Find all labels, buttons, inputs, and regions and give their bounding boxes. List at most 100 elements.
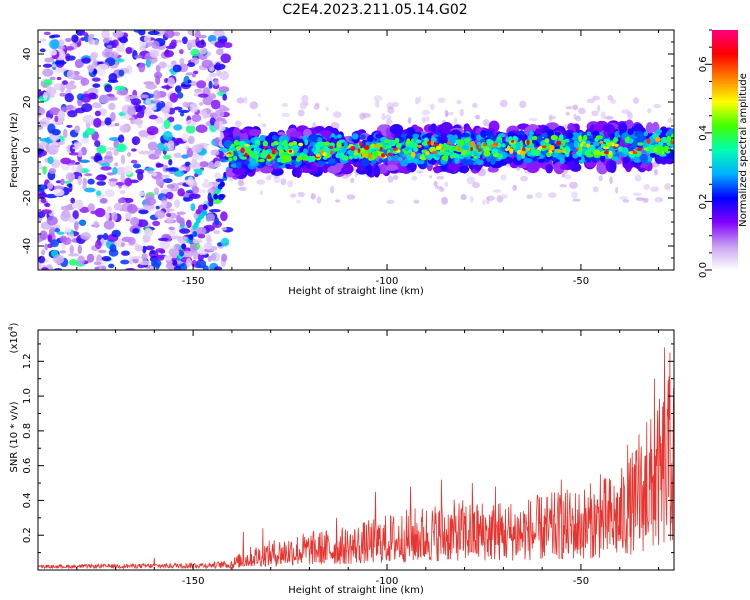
heat-blob xyxy=(210,149,220,156)
heat-blob xyxy=(111,229,121,238)
heat-blob xyxy=(361,147,366,155)
heat-blob xyxy=(387,106,395,114)
heat-blob xyxy=(615,187,619,194)
heat-blob xyxy=(41,209,52,215)
heat-blob xyxy=(103,154,114,164)
spectrogram-ylabel: Frequency (Hz) xyxy=(9,112,20,188)
heat-blob xyxy=(293,152,301,157)
heat-blob xyxy=(501,143,506,148)
heat-blob xyxy=(59,235,68,243)
heat-blob xyxy=(186,39,194,50)
heat-blob xyxy=(444,109,449,118)
heat-blob xyxy=(208,72,218,78)
heat-blob xyxy=(75,161,81,165)
heat-blob xyxy=(297,109,305,117)
heat-blob xyxy=(491,150,498,155)
heat-blob xyxy=(611,142,615,147)
heat-blob xyxy=(108,137,121,141)
heat-blob xyxy=(106,147,117,151)
heat-blob xyxy=(56,76,62,81)
heat-blob xyxy=(383,139,392,144)
heat-blob xyxy=(155,248,165,253)
heat-blob xyxy=(578,107,586,115)
heat-blob xyxy=(378,158,389,163)
heat-blob xyxy=(168,158,173,166)
heat-blob xyxy=(120,242,125,248)
heat-blob xyxy=(569,181,578,189)
heat-blob xyxy=(670,140,674,144)
heat-blob xyxy=(181,83,192,87)
heat-blob xyxy=(410,151,416,158)
heat-blob xyxy=(233,155,238,161)
heat-blob xyxy=(308,134,318,142)
heat-blob xyxy=(126,151,132,157)
heat-blob xyxy=(117,134,125,143)
heat-blob xyxy=(348,155,354,160)
heat-blob xyxy=(336,134,342,139)
heat-blob xyxy=(429,103,435,111)
heat-blob xyxy=(302,148,308,155)
heat-blob xyxy=(157,237,169,242)
heat-blob xyxy=(435,145,442,151)
heat-blob xyxy=(579,142,584,147)
heat-blob xyxy=(603,146,610,150)
snr-frame xyxy=(37,329,675,571)
heat-blob xyxy=(168,248,180,256)
heat-blob xyxy=(176,211,186,215)
heat-blob xyxy=(547,192,557,198)
heat-blob xyxy=(564,138,570,143)
heat-blob xyxy=(523,157,533,164)
heat-blob xyxy=(271,150,276,155)
heat-blob xyxy=(457,145,461,152)
heat-blob xyxy=(194,173,199,178)
heat-blob xyxy=(202,203,208,210)
heat-blob xyxy=(100,162,111,167)
heat-blob xyxy=(528,117,538,122)
heat-blob xyxy=(271,142,275,147)
heat-blob xyxy=(557,149,564,153)
heat-blob xyxy=(646,138,651,144)
heat-blob xyxy=(66,124,73,128)
heat-blob xyxy=(132,227,140,234)
heat-blob xyxy=(387,152,392,156)
heat-blob xyxy=(180,112,185,117)
snr-x-tick-label: -50 xyxy=(573,576,589,587)
heat-blob xyxy=(560,163,569,170)
heat-blob xyxy=(134,244,144,252)
heat-blob xyxy=(360,134,366,140)
heat-blob xyxy=(191,114,202,122)
heat-blob xyxy=(614,130,620,140)
heat-blob xyxy=(559,157,565,165)
heat-blob xyxy=(346,194,356,200)
heat-blob xyxy=(99,197,108,204)
heat-blob xyxy=(545,163,553,174)
heat-blob xyxy=(299,101,307,110)
heat-blob xyxy=(181,154,189,159)
heat-blob xyxy=(115,143,127,153)
heat-blob xyxy=(362,112,371,119)
heat-blob xyxy=(628,139,633,144)
heat-blob xyxy=(43,79,53,86)
heat-blob xyxy=(165,217,175,223)
heat-blob xyxy=(120,115,132,119)
heat-blob xyxy=(203,178,209,183)
heat-blob xyxy=(179,228,191,234)
heat-blob xyxy=(93,39,100,46)
heat-blob xyxy=(147,141,159,151)
heat-blob xyxy=(120,173,126,184)
heat-blob xyxy=(559,134,564,141)
heat-blob xyxy=(130,159,138,164)
heat-blob xyxy=(474,114,481,120)
heat-blob xyxy=(643,184,651,191)
heat-blob xyxy=(191,73,197,78)
heat-blob xyxy=(449,111,454,116)
heat-blob xyxy=(288,149,293,153)
heat-blob xyxy=(218,120,224,131)
heat-blob xyxy=(316,196,322,204)
heat-blob xyxy=(581,141,586,145)
heat-blob xyxy=(154,210,166,219)
heat-blob xyxy=(635,197,645,201)
heat-blob xyxy=(351,133,359,140)
heat-blob xyxy=(591,110,599,117)
heat-blob xyxy=(228,157,233,162)
